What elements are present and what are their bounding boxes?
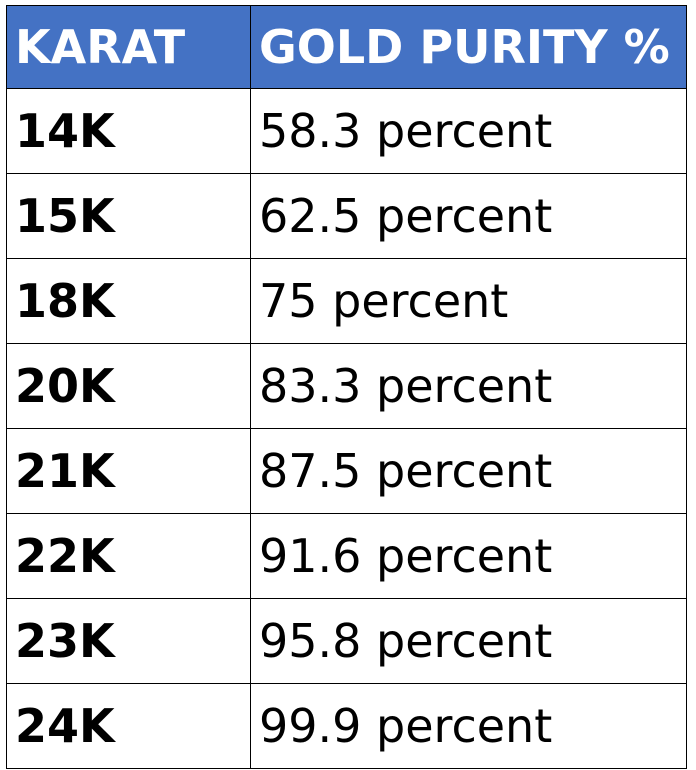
- purity-cell: 87.5 percent: [250, 428, 687, 514]
- table-row: 18K 75 percent: [6, 258, 687, 344]
- header-gold-purity: GOLD PURITY %: [250, 5, 687, 89]
- table-body: 14K 58.3 percent 15K 62.5 percent 18K 75…: [6, 88, 687, 769]
- header-row: KARAT GOLD PURITY %: [6, 5, 687, 89]
- purity-cell: 58.3 percent: [250, 88, 687, 174]
- karat-cell: 14K: [6, 88, 251, 174]
- karat-cell: 21K: [6, 428, 251, 514]
- purity-cell: 99.9 percent: [250, 683, 687, 769]
- table-row: 21K 87.5 percent: [6, 428, 687, 514]
- karat-cell: 23K: [6, 598, 251, 684]
- purity-cell: 95.8 percent: [250, 598, 687, 684]
- purity-cell: 91.6 percent: [250, 513, 687, 599]
- karat-cell: 22K: [6, 513, 251, 599]
- table-row: 23K 95.8 percent: [6, 598, 687, 684]
- table-row: 14K 58.3 percent: [6, 88, 687, 174]
- purity-cell: 83.3 percent: [250, 343, 687, 429]
- karat-cell: 24K: [6, 683, 251, 769]
- karat-cell: 15K: [6, 173, 251, 259]
- header-karat: KARAT: [6, 5, 251, 89]
- karat-purity-table: KARAT GOLD PURITY % 14K 58.3 percent 15K…: [6, 5, 687, 769]
- table-row: 15K 62.5 percent: [6, 173, 687, 259]
- table-row: 24K 99.9 percent: [6, 683, 687, 769]
- purity-cell: 75 percent: [250, 258, 687, 344]
- karat-cell: 20K: [6, 343, 251, 429]
- table-row: 20K 83.3 percent: [6, 343, 687, 429]
- purity-cell: 62.5 percent: [250, 173, 687, 259]
- karat-cell: 18K: [6, 258, 251, 344]
- table-row: 22K 91.6 percent: [6, 513, 687, 599]
- table-header: KARAT GOLD PURITY %: [6, 5, 687, 89]
